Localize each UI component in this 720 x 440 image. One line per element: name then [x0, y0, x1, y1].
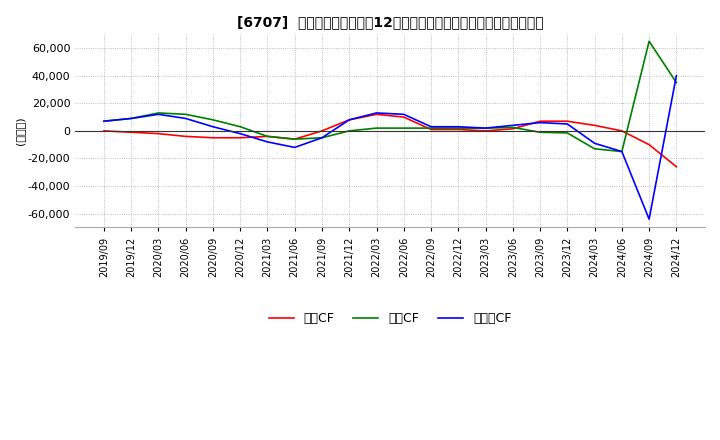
営業CF	[181, 134, 190, 139]
投資CF	[181, 112, 190, 117]
営業CF	[209, 135, 217, 140]
Legend: 営業CF, 投資CF, フリーCF: 営業CF, 投資CF, フリーCF	[264, 307, 516, 330]
投資CF	[427, 125, 436, 131]
フリーCF	[536, 120, 544, 125]
フリーCF	[263, 139, 271, 145]
投資CF	[645, 39, 654, 44]
営業CF	[645, 142, 654, 147]
投資CF	[236, 124, 245, 129]
投資CF	[154, 110, 163, 116]
Title: [6707]  キャッシュフローの12か月移動合計の対前年同期増減額の推移: [6707] キャッシュフローの12か月移動合計の対前年同期増減額の推移	[237, 15, 544, 29]
投資CF	[454, 125, 463, 131]
フリーCF	[563, 121, 572, 127]
営業CF	[508, 126, 517, 132]
営業CF	[99, 128, 108, 133]
営業CF	[481, 128, 490, 133]
投資CF	[263, 134, 271, 139]
投資CF	[209, 117, 217, 122]
投資CF	[481, 125, 490, 131]
営業CF	[400, 114, 408, 120]
営業CF	[672, 164, 680, 169]
Y-axis label: (百万円): (百万円)	[15, 117, 25, 145]
営業CF	[427, 127, 436, 132]
投資CF	[318, 135, 326, 140]
営業CF	[318, 128, 326, 133]
投資CF	[345, 128, 354, 133]
フリーCF	[209, 124, 217, 129]
投資CF	[127, 116, 135, 121]
フリーCF	[508, 123, 517, 128]
Line: 営業CF: 営業CF	[104, 114, 676, 167]
フリーCF	[99, 118, 108, 124]
営業CF	[372, 112, 381, 117]
フリーCF	[318, 135, 326, 140]
フリーCF	[645, 216, 654, 222]
投資CF	[536, 130, 544, 135]
Line: フリーCF: フリーCF	[104, 76, 676, 219]
フリーCF	[400, 112, 408, 117]
フリーCF	[154, 112, 163, 117]
フリーCF	[290, 145, 299, 150]
フリーCF	[481, 125, 490, 131]
営業CF	[563, 118, 572, 124]
フリーCF	[127, 116, 135, 121]
投資CF	[590, 146, 599, 151]
投資CF	[99, 118, 108, 124]
フリーCF	[427, 124, 436, 129]
営業CF	[536, 118, 544, 124]
フリーCF	[672, 73, 680, 78]
営業CF	[454, 127, 463, 132]
営業CF	[263, 134, 271, 139]
投資CF	[400, 125, 408, 131]
投資CF	[672, 80, 680, 85]
フリーCF	[345, 117, 354, 122]
フリーCF	[236, 131, 245, 136]
営業CF	[236, 135, 245, 140]
Line: 投資CF: 投資CF	[104, 41, 676, 151]
営業CF	[345, 117, 354, 122]
営業CF	[290, 136, 299, 142]
営業CF	[618, 128, 626, 133]
営業CF	[127, 130, 135, 135]
投資CF	[508, 125, 517, 130]
フリーCF	[618, 149, 626, 154]
フリーCF	[181, 116, 190, 121]
フリーCF	[454, 124, 463, 129]
営業CF	[590, 123, 599, 128]
投資CF	[372, 125, 381, 131]
営業CF	[154, 131, 163, 136]
投資CF	[290, 136, 299, 142]
フリーCF	[590, 141, 599, 146]
投資CF	[563, 130, 572, 136]
投資CF	[618, 149, 626, 154]
フリーCF	[372, 110, 381, 116]
